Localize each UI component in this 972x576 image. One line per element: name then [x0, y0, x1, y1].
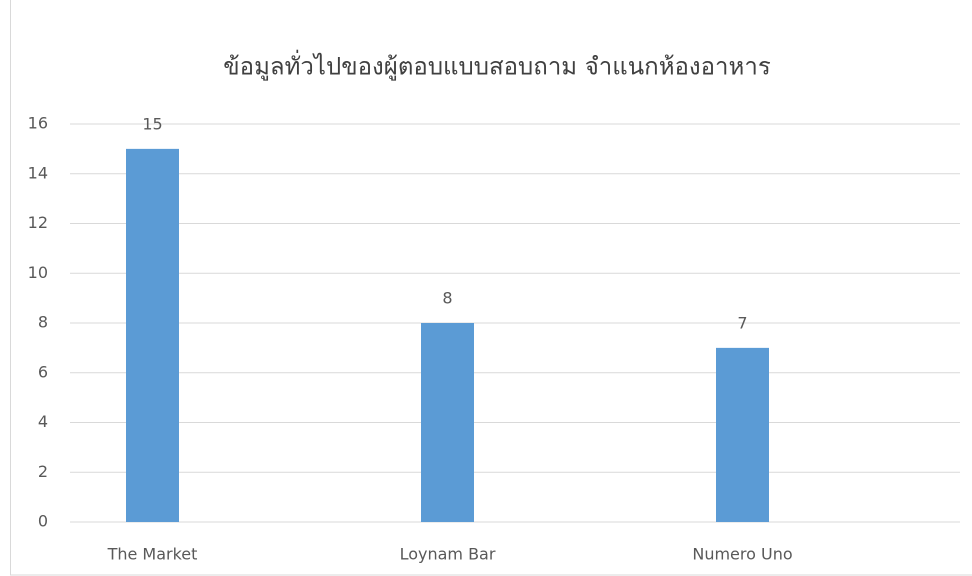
y-tick-label: 4 [38, 412, 48, 431]
x-tick-label: Numero Uno [692, 545, 792, 564]
y-tick-label: 6 [38, 362, 48, 381]
data-label: 7 [737, 313, 747, 332]
y-tick-label: 16 [28, 114, 48, 133]
y-tick-label: 0 [38, 512, 48, 531]
bar [716, 347, 769, 522]
chart-title: ข้อมูลทั่วไปของผู้ตอบแบบสอบถาม จำแนกห้อง… [223, 50, 771, 82]
chart-border [10, 0, 972, 576]
bar [126, 148, 179, 522]
data-label: 15 [142, 114, 162, 133]
y-tick-label: 8 [38, 313, 48, 332]
y-tick-label: 12 [28, 213, 48, 232]
y-tick-label: 10 [28, 263, 48, 282]
y-tick-label: 2 [38, 462, 48, 481]
x-tick-label: The Market [107, 545, 198, 564]
data-label: 8 [442, 289, 452, 308]
bar [421, 323, 474, 522]
x-tick-label: Loynam Bar [400, 545, 496, 564]
y-tick-label: 14 [28, 163, 48, 182]
